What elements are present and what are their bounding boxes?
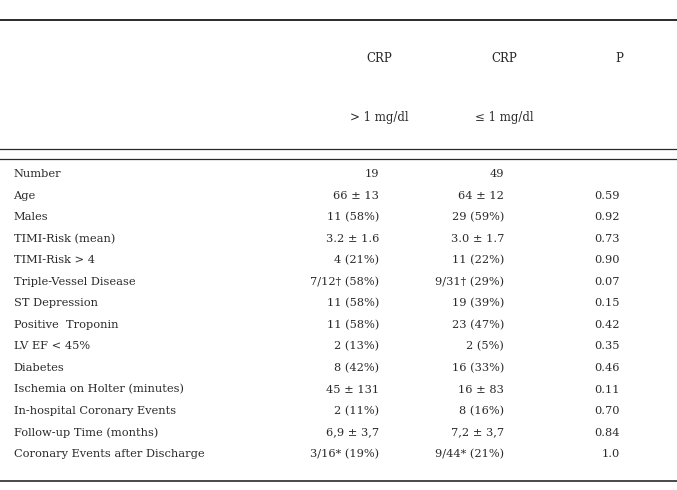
Text: CRP: CRP	[492, 52, 517, 65]
Text: 16 (33%): 16 (33%)	[452, 363, 504, 373]
Text: > 1 mg/dl: > 1 mg/dl	[350, 111, 408, 124]
Text: 11 (58%): 11 (58%)	[327, 212, 379, 222]
Text: 19: 19	[365, 169, 379, 179]
Text: Follow-up Time (months): Follow-up Time (months)	[14, 427, 158, 438]
Text: 0.42: 0.42	[594, 320, 619, 330]
Text: 9/44* (21%): 9/44* (21%)	[435, 449, 504, 460]
Text: CRP: CRP	[366, 52, 392, 65]
Text: Diabetes: Diabetes	[14, 363, 64, 373]
Text: 8 (16%): 8 (16%)	[459, 406, 504, 416]
Text: ≤ 1 mg/dl: ≤ 1 mg/dl	[475, 111, 533, 124]
Text: LV EF < 45%: LV EF < 45%	[14, 342, 89, 351]
Text: 0.92: 0.92	[594, 212, 619, 222]
Text: 0.59: 0.59	[594, 191, 619, 200]
Text: 29 (59%): 29 (59%)	[452, 212, 504, 222]
Text: 0.84: 0.84	[594, 428, 619, 438]
Text: Positive  Troponin: Positive Troponin	[14, 320, 118, 330]
Text: 16 ± 83: 16 ± 83	[458, 385, 504, 394]
Text: 8 (42%): 8 (42%)	[334, 363, 379, 373]
Text: 0.07: 0.07	[594, 277, 619, 287]
Text: 11 (58%): 11 (58%)	[327, 319, 379, 330]
Text: 66 ± 13: 66 ± 13	[333, 191, 379, 200]
Text: 23 (47%): 23 (47%)	[452, 319, 504, 330]
Text: 3.2 ± 1.6: 3.2 ± 1.6	[326, 234, 379, 244]
Text: 64 ± 12: 64 ± 12	[458, 191, 504, 200]
Text: 11 (58%): 11 (58%)	[327, 298, 379, 309]
Text: 0.73: 0.73	[594, 234, 619, 244]
Text: 2 (11%): 2 (11%)	[334, 406, 379, 416]
Text: 0.90: 0.90	[594, 255, 619, 265]
Text: Coronary Events after Discharge: Coronary Events after Discharge	[14, 449, 204, 459]
Text: 1.0: 1.0	[601, 449, 619, 459]
Text: 0.35: 0.35	[594, 342, 619, 351]
Text: 19 (39%): 19 (39%)	[452, 298, 504, 309]
Text: 7,2 ± 3,7: 7,2 ± 3,7	[452, 428, 504, 438]
Text: P: P	[615, 52, 624, 65]
Text: TIMI-Risk (mean): TIMI-Risk (mean)	[14, 233, 115, 244]
Text: 9/31† (29%): 9/31† (29%)	[435, 276, 504, 287]
Text: Age: Age	[14, 191, 36, 200]
Text: TIMI-Risk > 4: TIMI-Risk > 4	[14, 255, 95, 265]
Text: Ischemia on Holter (minutes): Ischemia on Holter (minutes)	[14, 384, 183, 395]
Text: 11 (22%): 11 (22%)	[452, 255, 504, 266]
Text: 2 (5%): 2 (5%)	[466, 341, 504, 352]
Text: Males: Males	[14, 212, 48, 222]
Text: Triple-Vessel Disease: Triple-Vessel Disease	[14, 277, 135, 287]
Text: ST Depression: ST Depression	[14, 298, 97, 308]
Text: 0.46: 0.46	[594, 363, 619, 373]
Text: 45 ± 131: 45 ± 131	[326, 385, 379, 394]
Text: 4 (21%): 4 (21%)	[334, 255, 379, 266]
Text: Number: Number	[14, 169, 61, 179]
Text: 6,9 ± 3,7: 6,9 ± 3,7	[326, 428, 379, 438]
Text: 0.11: 0.11	[594, 385, 619, 394]
Text: 7/12† (58%): 7/12† (58%)	[310, 276, 379, 287]
Text: 3/16* (19%): 3/16* (19%)	[310, 449, 379, 460]
Text: 0.70: 0.70	[594, 406, 619, 416]
Text: 49: 49	[490, 169, 504, 179]
Text: In-hospital Coronary Events: In-hospital Coronary Events	[14, 406, 175, 416]
Text: 2 (13%): 2 (13%)	[334, 341, 379, 352]
Text: 3.0 ± 1.7: 3.0 ± 1.7	[451, 234, 504, 244]
Text: 0.15: 0.15	[594, 298, 619, 308]
